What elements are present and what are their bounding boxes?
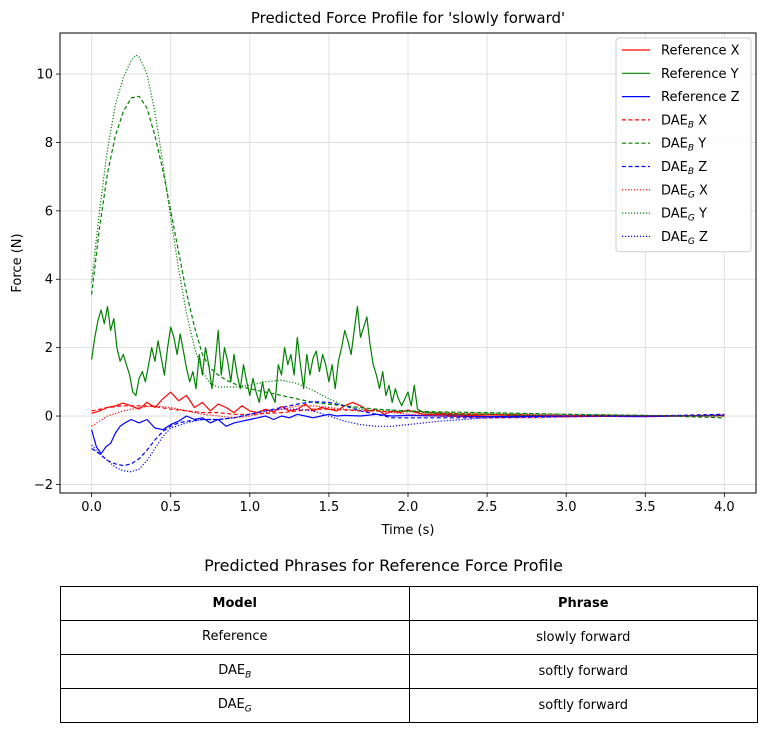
- legend-label: Reference X: [661, 44, 740, 59]
- legend-label: DAEG Y: [661, 207, 707, 224]
- phrases-table: Model Phrase Reference slowly forward DA…: [60, 586, 758, 723]
- series-lines: [91, 54, 725, 473]
- table-row: DAEB softly forward: [60, 654, 758, 689]
- force-profile-chart: Predicted Force Profile for 'slowly forw…: [10, 9, 757, 538]
- legend-label: DAEG X: [661, 183, 708, 200]
- model-subscript: G: [244, 704, 252, 715]
- x-tick-label: 3.5: [635, 500, 656, 515]
- series-line: [91, 95, 725, 419]
- header-model: Model: [60, 586, 410, 621]
- table-title: Predicted Phrases for Reference Force Pr…: [204, 556, 563, 575]
- axis-ticks: 0.0 0.5 1.0 1.5 2.0 2.5 3.0 3.5 4.0 −2 0 2 4 6 8 10: [34, 68, 735, 515]
- series-line: [91, 405, 725, 427]
- table-row: DAEG softly forward: [60, 688, 758, 723]
- model-subscript: B: [245, 670, 252, 681]
- series-line: [91, 391, 725, 418]
- cell-model: DAEG: [60, 688, 410, 723]
- y-tick-label: 6: [45, 204, 53, 219]
- series-line: [91, 408, 725, 473]
- table-header-row: Model Phrase: [60, 586, 758, 621]
- series-line: [91, 306, 725, 417]
- x-axis-label: Time (s): [381, 523, 435, 538]
- x-tick-label: 2.0: [398, 500, 419, 515]
- cell-phrase: softly forward: [408, 654, 758, 689]
- cell-phrase: softly forward: [408, 688, 758, 723]
- header-phrase: Phrase: [408, 586, 758, 621]
- legend-label: Reference Z: [661, 90, 740, 105]
- x-tick-label: 0.0: [81, 500, 102, 515]
- cell-model: DAEB: [60, 654, 410, 689]
- x-tick-label: 2.5: [477, 500, 498, 515]
- legend-label: Reference Y: [661, 67, 739, 82]
- series-line: [91, 413, 725, 455]
- table-row: Reference slowly forward: [60, 620, 758, 655]
- model-name: DAE: [217, 696, 245, 712]
- y-tick-label: 0: [45, 410, 53, 425]
- cell-model: Reference: [60, 620, 410, 655]
- y-tick-label: 4: [45, 273, 53, 288]
- legend-label: DAEB X: [661, 113, 707, 130]
- y-tick-label: 2: [45, 341, 53, 356]
- x-tick-label: 0.5: [160, 500, 181, 515]
- legend-label: DAEB Z: [661, 160, 707, 177]
- y-tick-label: 8: [45, 136, 53, 151]
- x-tick-label: 1.0: [239, 500, 260, 515]
- chart-title: Predicted Force Profile for 'slowly forw…: [251, 9, 565, 27]
- y-axis-label: Force (N): [10, 233, 25, 292]
- legend-box: [615, 37, 752, 253]
- x-tick-label: 1.5: [319, 500, 340, 515]
- legend-label: DAEB Y: [661, 137, 706, 154]
- legend: Reference X Reference Y Reference Z DAEB X D…: [615, 37, 752, 253]
- x-tick-label: 3.0: [556, 500, 577, 515]
- model-name: Reference: [202, 628, 268, 644]
- legend-label: DAEG Z: [661, 230, 708, 247]
- cell-phrase: slowly forward: [408, 620, 758, 655]
- x-tick-label: 4.0: [714, 500, 735, 515]
- y-tick-label: −2: [34, 478, 53, 493]
- series-line: [91, 54, 725, 417]
- model-name: DAE: [218, 662, 246, 678]
- y-tick-label: 10: [36, 68, 53, 83]
- series-line: [91, 401, 725, 467]
